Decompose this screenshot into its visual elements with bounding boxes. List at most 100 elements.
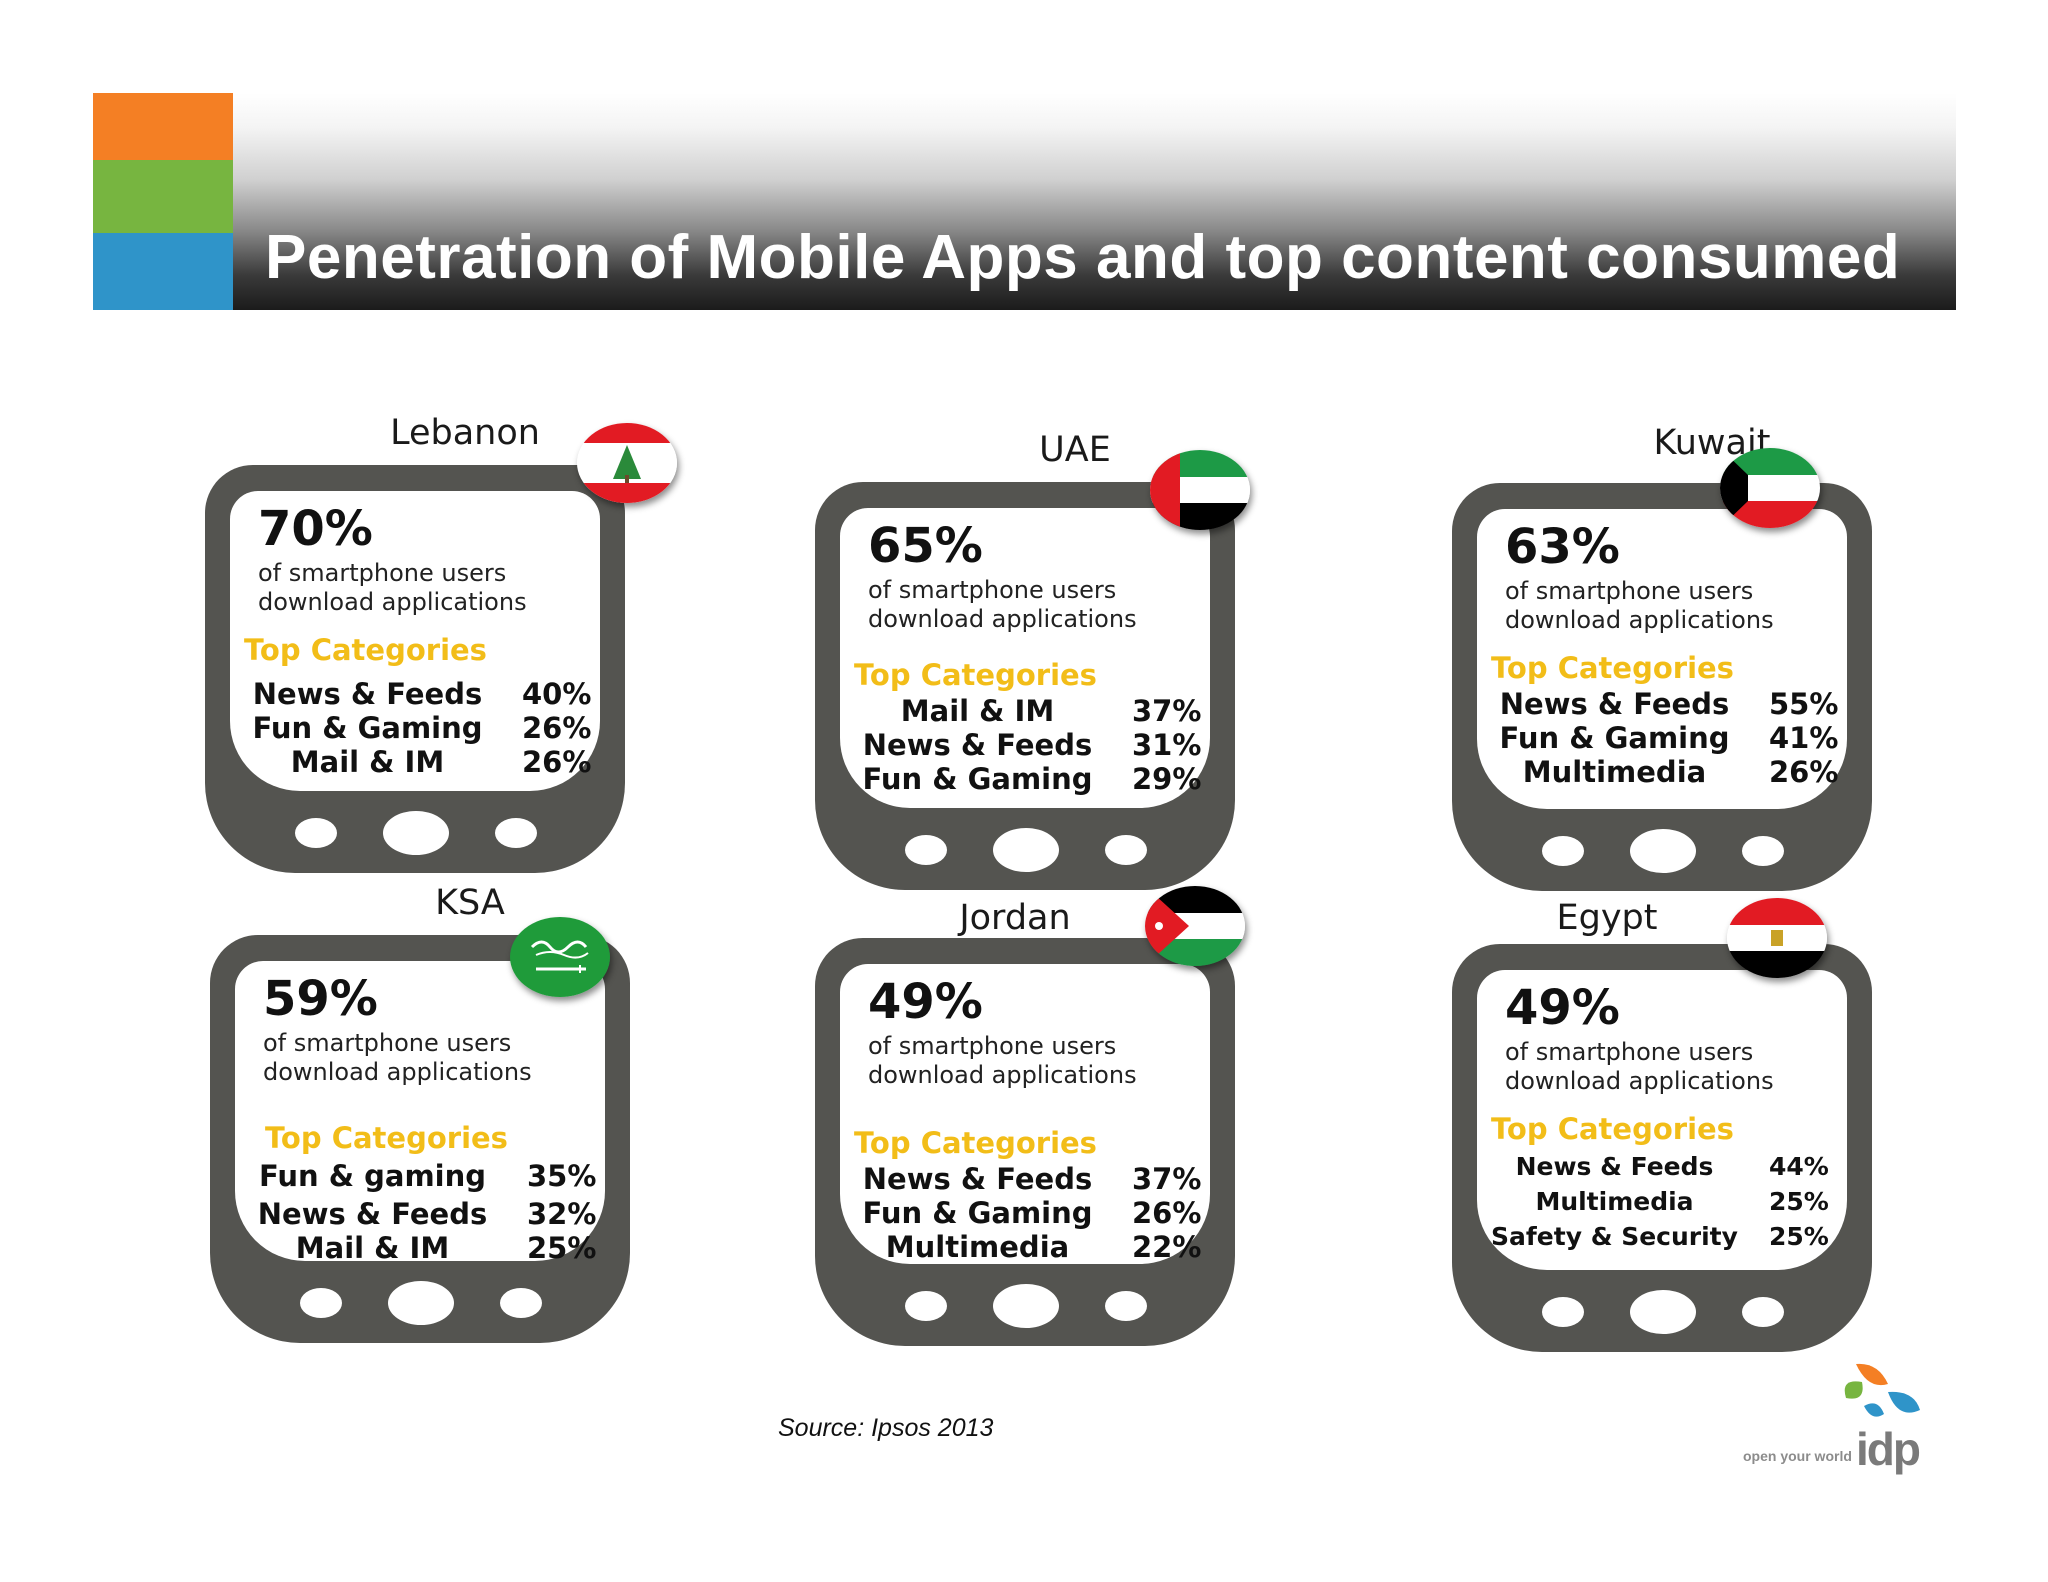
category-row: Fun & Gaming 26% [840, 1196, 1210, 1230]
category-row: News & Feeds 31% [840, 728, 1210, 762]
category-value: 25% [1769, 1222, 1829, 1251]
category-name: News & Feeds [257, 1197, 488, 1231]
category-name: News & Feeds [252, 677, 483, 711]
logo-tagline: open your world [1743, 1448, 1852, 1464]
category-value: 26% [522, 711, 592, 745]
phone-screen: 59% of smartphone users download applicat… [235, 961, 605, 1265]
kuwait-flag-icon [1720, 448, 1820, 528]
category-name: Fun & gaming [258, 1159, 487, 1193]
country-name: Jordan [959, 898, 1071, 938]
accent-block-orange [93, 93, 233, 160]
category-value: 26% [1132, 1196, 1202, 1230]
category-value: 25% [527, 1231, 597, 1265]
penetration-description: of smartphone users download applications [868, 1032, 1137, 1089]
country-card-jordan: Jordan 49% of smartphone users download a… [815, 886, 1335, 1358]
phone-button-left [1542, 836, 1584, 866]
category-value: 40% [522, 677, 592, 711]
category-value: 37% [1132, 694, 1202, 728]
phone-frame: 49% of smartphone users download applicat… [815, 938, 1235, 1346]
penetration-value: 63% [1505, 519, 1620, 575]
accent-block-green [93, 160, 233, 233]
category-row: News & Feeds 55% [1477, 687, 1847, 721]
country-name: UAE [1039, 430, 1111, 470]
category-value: 29% [1132, 762, 1202, 796]
phone-button-home [993, 1284, 1059, 1328]
category-name: Safety & Security [1491, 1222, 1738, 1251]
category-row: News & Feeds 32% [235, 1197, 605, 1231]
phone-button-home [388, 1281, 454, 1325]
top-categories-heading: Top Categories [1491, 1112, 1734, 1146]
accent-block-blue [93, 233, 233, 310]
category-row: News & Feeds 44% [1477, 1152, 1847, 1186]
top-categories-heading: Top Categories [265, 1121, 508, 1155]
category-name: Fun & Gaming [1499, 721, 1730, 755]
category-row: Safety & Security 25% [1477, 1222, 1847, 1256]
phone-button-right [1105, 835, 1147, 865]
category-name: Mail & IM [900, 694, 1055, 728]
penetration-value: 49% [1505, 980, 1620, 1036]
category-name: News & Feeds [1499, 687, 1730, 721]
phone-button-left [295, 818, 337, 848]
category-name: Multimedia [1522, 755, 1707, 789]
category-row: Fun & Gaming 41% [1477, 721, 1847, 755]
leaf-icon [1844, 1363, 1920, 1417]
phone-button-home [383, 811, 449, 855]
phone-button-home [1630, 1290, 1696, 1334]
top-categories-heading: Top Categories [854, 1126, 1097, 1160]
category-row: Multimedia 22% [840, 1230, 1210, 1264]
penetration-value: 70% [258, 501, 373, 557]
phone-button-home [1630, 829, 1696, 873]
category-value: 35% [527, 1159, 597, 1193]
title-bar [233, 93, 1956, 310]
phone-button-home [993, 828, 1059, 872]
country-name: KSA [435, 883, 505, 923]
phone-screen: 70% of smartphone users download applicat… [230, 491, 600, 791]
phone-frame: 65% of smartphone users download applicat… [815, 482, 1235, 890]
phone-button-right [1742, 836, 1784, 866]
category-value: 22% [1132, 1230, 1202, 1264]
phone-button-left [905, 835, 947, 865]
phone-button-right [495, 818, 537, 848]
country-card-kuwait: Kuwait 63% of smartphone users download a… [1452, 423, 1972, 891]
phone-screen: 49% of smartphone users download applicat… [1477, 970, 1847, 1270]
category-value: 26% [522, 745, 592, 779]
phone-frame: 49% of smartphone users download applicat… [1452, 944, 1872, 1352]
phone-button-right [500, 1288, 542, 1318]
phone-screen: 65% of smartphone users download applicat… [840, 508, 1210, 808]
category-value: 32% [527, 1197, 597, 1231]
category-name: Mail & IM [295, 1231, 450, 1265]
category-value: 25% [1769, 1187, 1829, 1216]
phone-screen: 49% of smartphone users download applicat… [840, 964, 1210, 1264]
jordan-flag-icon [1145, 886, 1245, 966]
penetration-value: 59% [263, 971, 378, 1027]
category-name: News & Feeds [862, 728, 1093, 762]
top-categories-heading: Top Categories [244, 633, 487, 667]
category-value: 41% [1769, 721, 1839, 755]
country-name: Egypt [1556, 898, 1658, 938]
category-row: Mail & IM 25% [235, 1231, 605, 1265]
category-value: 55% [1769, 687, 1839, 721]
phone-button-right [1105, 1291, 1147, 1321]
country-card-egypt: Egypt 49% of smartphone users download ap… [1452, 898, 1972, 1358]
idp-logo: open your world idp [1738, 1362, 1928, 1482]
category-name: Multimedia [885, 1230, 1070, 1264]
category-name: Fun & Gaming [862, 1196, 1093, 1230]
phone-frame: 70% of smartphone users download applicat… [205, 465, 625, 873]
phone-button-left [905, 1291, 947, 1321]
category-row: Fun & Gaming 29% [840, 762, 1210, 796]
lebanon-flag-icon [577, 423, 677, 503]
category-row: Multimedia 25% [1477, 1187, 1847, 1221]
phone-button-left [300, 1288, 342, 1318]
category-name: News & Feeds [862, 1162, 1093, 1196]
logo-wordmark: idp [1856, 1423, 1921, 1475]
category-row: News & Feeds 40% [230, 677, 600, 711]
category-row: Fun & gaming 35% [235, 1159, 605, 1193]
penetration-description: of smartphone users download applications [263, 1029, 532, 1086]
phone-button-left [1542, 1297, 1584, 1327]
category-name: News & Feeds [1515, 1152, 1714, 1181]
phone-frame: 63% of smartphone users download applicat… [1452, 483, 1872, 891]
egypt-flag-icon [1727, 898, 1827, 978]
phone-frame: 59% of smartphone users download applicat… [210, 935, 630, 1343]
category-value: 26% [1769, 755, 1839, 789]
category-value: 31% [1132, 728, 1202, 762]
